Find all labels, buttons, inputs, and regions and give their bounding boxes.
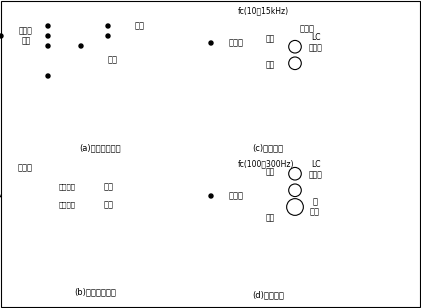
Text: 功放: 功放 xyxy=(265,60,274,70)
Text: 高音: 高音 xyxy=(135,22,145,30)
Bar xyxy=(8,18,44,54)
Bar xyxy=(284,164,306,200)
Text: 功放: 功放 xyxy=(265,213,274,222)
Bar xyxy=(218,19,254,67)
Bar xyxy=(284,196,306,218)
Text: fc(10～15kHz): fc(10～15kHz) xyxy=(238,6,289,15)
Circle shape xyxy=(46,34,50,38)
Text: LC
二分频: LC 二分频 xyxy=(309,33,323,53)
Circle shape xyxy=(46,24,50,28)
Circle shape xyxy=(289,184,301,197)
Text: (c)加超高音: (c)加超高音 xyxy=(253,144,284,152)
Polygon shape xyxy=(262,201,278,214)
Bar xyxy=(5,175,45,217)
Text: (a)后级功率分频: (a)后级功率分频 xyxy=(79,144,121,152)
Bar xyxy=(218,172,254,220)
Circle shape xyxy=(79,44,83,48)
Text: 超高音: 超高音 xyxy=(300,25,315,34)
Circle shape xyxy=(106,24,110,28)
Bar xyxy=(284,27,287,31)
Text: 分频器: 分频器 xyxy=(229,38,243,47)
Circle shape xyxy=(289,57,301,70)
Text: 超
低音: 超 低音 xyxy=(310,197,320,217)
Circle shape xyxy=(106,34,110,38)
Text: 高音功放: 高音功放 xyxy=(59,184,75,190)
Bar xyxy=(87,185,90,189)
Text: 功放: 功放 xyxy=(265,34,274,43)
Polygon shape xyxy=(262,48,278,62)
Circle shape xyxy=(209,41,213,45)
Polygon shape xyxy=(262,22,278,35)
Bar xyxy=(53,198,81,212)
Circle shape xyxy=(287,199,304,215)
Text: 低音功放: 低音功放 xyxy=(59,202,75,208)
Text: (b)前级电子分频: (b)前级电子分频 xyxy=(74,287,116,297)
Text: 功放: 功放 xyxy=(265,168,274,176)
Circle shape xyxy=(289,40,301,53)
Bar xyxy=(87,203,90,207)
Circle shape xyxy=(0,34,3,38)
Text: 分频器: 分频器 xyxy=(229,192,243,201)
Bar xyxy=(53,180,81,193)
Bar xyxy=(91,58,94,63)
Circle shape xyxy=(289,168,301,180)
Bar xyxy=(118,23,121,29)
Text: 全频管
功放: 全频管 功放 xyxy=(19,26,33,46)
Text: 高音: 高音 xyxy=(104,183,114,192)
Polygon shape xyxy=(262,176,278,188)
Text: 低音: 低音 xyxy=(104,201,114,209)
Circle shape xyxy=(209,194,213,198)
Text: (d)加超低音: (d)加超低音 xyxy=(252,290,284,299)
Circle shape xyxy=(46,44,50,48)
Text: LC
二分频: LC 二分频 xyxy=(309,160,323,180)
Circle shape xyxy=(46,74,50,78)
Bar xyxy=(284,37,306,73)
Text: 分频器: 分频器 xyxy=(18,164,32,172)
Text: fc(100～300Hz): fc(100～300Hz) xyxy=(238,160,295,168)
Text: 低音: 低音 xyxy=(108,55,118,64)
